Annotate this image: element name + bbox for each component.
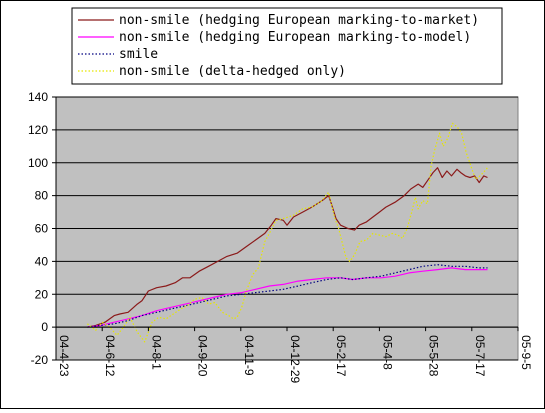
x-tick-label: 04-12-29 (288, 335, 302, 383)
x-tick-label: 04-8-1 (149, 335, 163, 370)
series-layer (87, 122, 488, 343)
series-line-0 (87, 167, 488, 328)
series-line-1 (87, 267, 488, 328)
x-tick-label: 04-6-12 (103, 335, 117, 377)
legend-label-0: non-smile (hedging European marking-to-m… (119, 13, 479, 28)
x-tick-label: 05-2-17 (334, 335, 348, 377)
x-tick-label: 04-9-20 (196, 335, 210, 377)
x-tick-label: 05-7-17 (473, 335, 487, 377)
y-axis-ticks: -20 0 20 40 60 80 100 120 140 (28, 90, 56, 367)
legend: non-smile (hedging European marking-to-m… (71, 7, 503, 85)
legend-label-2: smile (119, 47, 158, 62)
legend-box (71, 7, 503, 85)
y-tick-label: 140 (28, 90, 48, 104)
plot-area-group: -20 0 20 40 60 80 100 120 140 04-4-23 04-6-12 04-8… (28, 90, 533, 383)
y-tick-label: 120 (28, 123, 48, 137)
y-tick-label: 100 (28, 156, 48, 170)
legend-label-1: non-smile (hedging European marking-to-m… (119, 30, 471, 45)
x-axis-ticks: 04-4-23 04-6-12 04-8-1 04-9-20 04-11-9 04-12-… (55, 327, 533, 383)
legend-entries: non-smile (hedging European marking-to-m… (78, 13, 479, 79)
legend-label-3: non-smile (delta-hedged only) (119, 64, 346, 79)
y-tick-label: 0 (41, 320, 48, 334)
x-tick-label: 05-4-8 (380, 335, 394, 370)
y-tick-label: 60 (35, 222, 49, 236)
y-tick-label: -20 (31, 353, 49, 367)
x-tick-label: 05-9-5 (519, 335, 533, 370)
y-tick-label: 40 (35, 254, 49, 268)
x-tick-label: 04-4-23 (57, 335, 71, 377)
x-tick-label: 05-5-28 (427, 335, 441, 377)
x-tick-label: 04-11-9 (242, 335, 256, 376)
y-tick-label: 20 (35, 287, 49, 301)
y-tick-label: 80 (35, 189, 49, 203)
series-line-2 (87, 264, 488, 328)
